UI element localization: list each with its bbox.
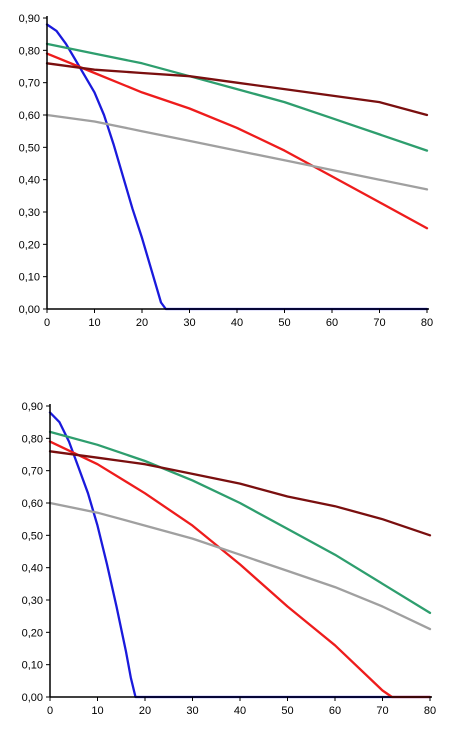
y-tick-label: 0,80: [22, 433, 43, 445]
y-tick-label: 0,70: [22, 466, 43, 478]
x-tick-label: 70: [376, 705, 388, 717]
y-tick-label: 0,80: [19, 45, 40, 57]
y-tick-label: 0,90: [19, 13, 40, 25]
y-tick-label: 0,00: [22, 692, 43, 704]
x-tick-label: 40: [231, 317, 243, 329]
x-tick-label: 10: [88, 317, 100, 329]
series-line-3: [48, 430, 432, 615]
x-tick-label: 80: [424, 705, 436, 717]
x-tick-label: 30: [186, 705, 198, 717]
series-line-2: [45, 52, 429, 230]
x-tick-label: 40: [234, 705, 246, 717]
x-tick-label: 20: [136, 317, 148, 329]
x-tick-label: 20: [139, 705, 151, 717]
x-tick-label: 30: [183, 317, 195, 329]
x-tick-label: 50: [278, 317, 290, 329]
series-line-4: [48, 450, 432, 537]
chart-top: 0,00 0,10 0,20 0,30 0,40 0,50 0,60 0,70 0,80 0,90…: [19, 13, 434, 329]
y-tick-label: 0,40: [19, 175, 40, 187]
y-tick-label: 0,50: [22, 530, 43, 542]
y-tick-label: 0,10: [22, 660, 43, 672]
series-line-3: [45, 42, 429, 152]
series-line-5: [45, 113, 429, 191]
y-tick-label: 0,90: [22, 401, 43, 413]
chart-bottom: 0,00 0,10 0,20 0,30 0,40 0,50 0,60 0,70 0,80 0,90…: [22, 401, 437, 717]
series-line-1: [48, 411, 432, 699]
y-tick-label: 0,20: [19, 239, 40, 251]
y-tick-label: 0,30: [22, 595, 43, 607]
y-tick-label: 0,30: [19, 207, 40, 219]
series-line-2: [48, 440, 432, 699]
series-line-4: [45, 62, 429, 117]
series-line-1: [45, 23, 429, 311]
x-tick-label: 60: [326, 317, 338, 329]
x-tick-label: 0: [47, 705, 53, 717]
y-tick-label: 0,50: [19, 142, 40, 154]
y-tick-label: 0,10: [19, 272, 40, 284]
y-tick-label: 0,20: [22, 627, 43, 639]
x-tick-label: 70: [373, 317, 385, 329]
y-tick-label: 0,60: [22, 498, 43, 510]
y-tick-label: 0,60: [19, 110, 40, 122]
y-tick-label: 0,00: [19, 304, 40, 316]
x-tick-label: 50: [281, 705, 293, 717]
x-tick-label: 80: [421, 317, 433, 329]
series-line-5: [48, 501, 432, 631]
x-tick-label: 60: [329, 705, 341, 717]
x-tick-label: 0: [44, 317, 50, 329]
y-tick-label: 0,70: [19, 78, 40, 90]
y-tick-label: 0,40: [22, 563, 43, 575]
x-tick-label: 10: [91, 705, 103, 717]
